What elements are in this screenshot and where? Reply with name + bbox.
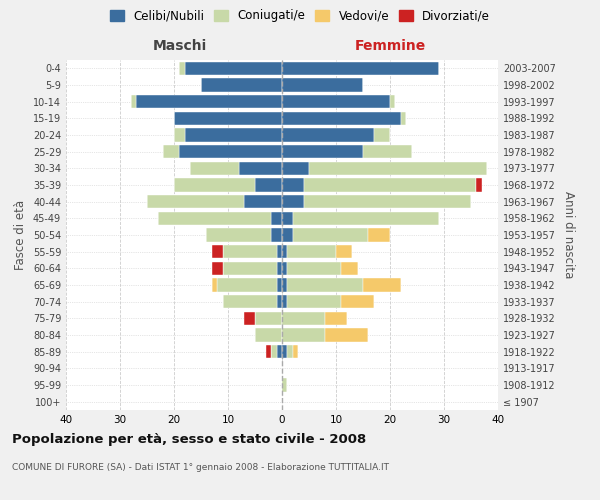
Bar [217, 278, 277, 291]
Bar [136, 95, 282, 108]
Bar [476, 178, 482, 192]
Bar [255, 178, 282, 192]
Bar [277, 345, 282, 358]
Bar [163, 145, 179, 158]
Bar [282, 245, 287, 258]
Bar [223, 295, 277, 308]
Bar [282, 295, 287, 308]
Bar [223, 245, 277, 258]
Legend: Celibi/Nubili, Coniugati/e, Vedovi/e, Divorziati/e: Celibi/Nubili, Coniugati/e, Vedovi/e, Di… [106, 6, 494, 26]
Y-axis label: Anni di nascita: Anni di nascita [562, 192, 575, 278]
Bar [174, 112, 282, 125]
Text: Maschi: Maschi [153, 38, 207, 52]
Text: Femmine: Femmine [355, 38, 425, 52]
Bar [282, 178, 304, 192]
Bar [282, 145, 363, 158]
Bar [282, 228, 293, 241]
Y-axis label: Fasce di età: Fasce di età [14, 200, 27, 270]
Bar [185, 62, 282, 75]
Bar [341, 295, 374, 308]
Bar [282, 195, 304, 208]
Bar [239, 162, 282, 175]
Bar [282, 345, 287, 358]
Bar [282, 378, 287, 392]
Bar [309, 162, 487, 175]
Bar [282, 62, 439, 75]
Bar [277, 245, 282, 258]
Bar [174, 178, 255, 192]
Bar [282, 278, 287, 291]
Bar [277, 278, 282, 291]
Text: Popolazione per età, sesso e stato civile - 2008: Popolazione per età, sesso e stato civil… [12, 432, 366, 446]
Bar [223, 262, 277, 275]
Bar [271, 212, 282, 225]
Bar [174, 128, 185, 141]
Bar [266, 345, 271, 358]
Bar [390, 95, 395, 108]
Bar [336, 245, 352, 258]
Bar [206, 228, 271, 241]
Bar [244, 312, 255, 325]
Bar [282, 212, 293, 225]
Bar [282, 95, 390, 108]
Bar [282, 162, 309, 175]
Bar [179, 145, 282, 158]
Bar [287, 295, 341, 308]
Bar [363, 145, 412, 158]
Bar [271, 345, 277, 358]
Bar [293, 212, 439, 225]
Bar [147, 195, 244, 208]
Text: COMUNE DI FURORE (SA) - Dati ISTAT 1° gennaio 2008 - Elaborazione TUTTITALIA.IT: COMUNE DI FURORE (SA) - Dati ISTAT 1° ge… [12, 462, 389, 471]
Bar [287, 262, 341, 275]
Bar [287, 345, 293, 358]
Bar [282, 328, 325, 342]
Bar [293, 228, 368, 241]
Bar [255, 328, 282, 342]
Bar [282, 112, 401, 125]
Bar [212, 278, 217, 291]
Bar [179, 62, 185, 75]
Bar [271, 228, 282, 241]
Bar [201, 78, 282, 92]
Bar [287, 278, 363, 291]
Bar [277, 295, 282, 308]
Bar [363, 278, 401, 291]
Bar [158, 212, 271, 225]
Bar [282, 78, 363, 92]
Bar [293, 345, 298, 358]
Bar [282, 262, 287, 275]
Bar [282, 128, 374, 141]
Bar [325, 312, 347, 325]
Bar [212, 245, 223, 258]
Bar [374, 128, 390, 141]
Bar [185, 128, 282, 141]
Bar [304, 195, 471, 208]
Bar [325, 328, 368, 342]
Bar [282, 312, 325, 325]
Bar [401, 112, 406, 125]
Bar [131, 95, 136, 108]
Bar [212, 262, 223, 275]
Bar [287, 245, 336, 258]
Bar [368, 228, 390, 241]
Bar [341, 262, 358, 275]
Bar [190, 162, 239, 175]
Bar [277, 262, 282, 275]
Bar [255, 312, 282, 325]
Bar [244, 195, 282, 208]
Bar [304, 178, 476, 192]
